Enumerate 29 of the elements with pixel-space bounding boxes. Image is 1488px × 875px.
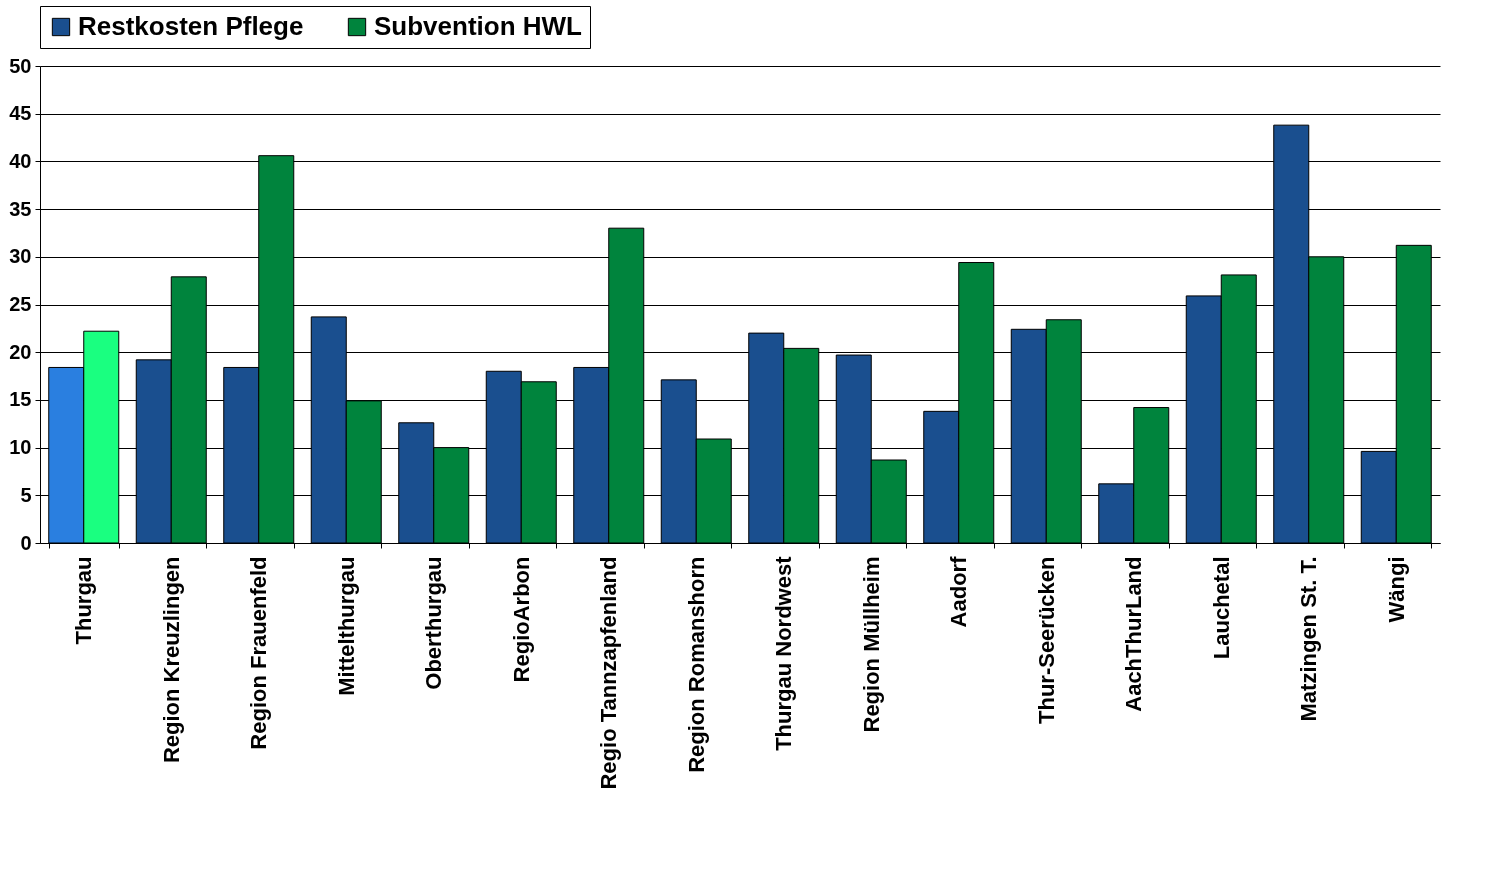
x-tick-label: Aadorf: [946, 555, 972, 628]
legend-label: Restkosten Pflege: [78, 11, 304, 41]
y-tick-label: 15: [9, 388, 32, 411]
x-tick-label: Thurgau: [71, 556, 97, 645]
x-tick-label: Region Müllheim: [858, 556, 884, 733]
x-tick-label: Thurgau Nordwest: [771, 555, 797, 751]
x-tick-label: Mittelthurgau: [333, 556, 359, 696]
x-tick-label: Thur-Seerücken: [1033, 556, 1059, 724]
x-tick-label: Region Kreuzlingen: [158, 556, 184, 764]
x-tick-label: Matzingen St. T.: [1296, 556, 1322, 722]
y-tick-label: 10: [9, 436, 32, 459]
x-tick-label: Oberthurgau: [421, 556, 447, 690]
x-tick-label: AachThurLand: [1121, 556, 1147, 712]
y-tick-label: 20: [9, 340, 32, 363]
y-tick-label: 25: [9, 293, 32, 315]
y-tick-label: 45: [9, 102, 32, 125]
x-tick-label: Region Romanshorn: [683, 556, 709, 773]
legend-label: Subvention HWL: [374, 11, 583, 41]
y-tick-label: 35: [9, 197, 32, 220]
y-tick-label: 5: [20, 483, 32, 506]
y-tick-label: 0: [20, 531, 32, 554]
y-tick-label: 40: [9, 149, 32, 172]
x-tick-label: Lauchetal: [1208, 556, 1234, 660]
y-tick-label: 50: [9, 54, 32, 77]
x-tick-label: Region Frauenfeld: [246, 556, 272, 750]
x-tick-label: Wängi: [1383, 556, 1409, 623]
y-tick-label: 30: [9, 245, 32, 268]
x-tick-label: RegioArbon: [508, 556, 534, 683]
x-tick-label: Regio Tannzapfenland: [596, 556, 622, 790]
